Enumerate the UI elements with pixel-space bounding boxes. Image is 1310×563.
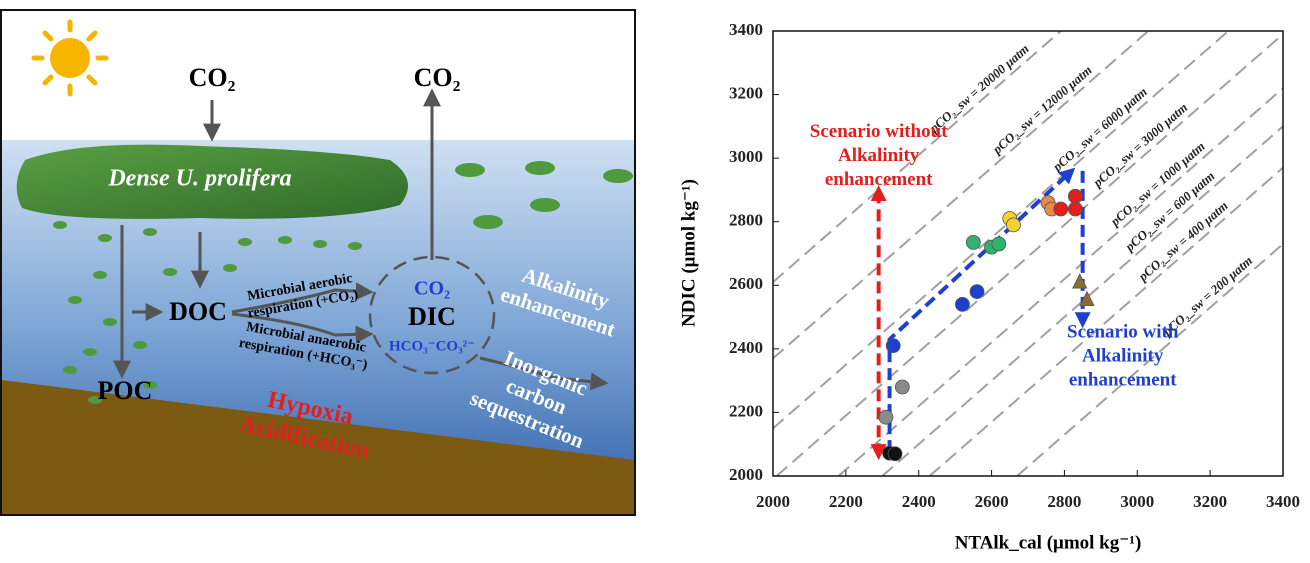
label: CO₂ <box>189 63 236 92</box>
annotation: Alkalinity <box>1082 345 1164 366</box>
label: DIC <box>408 302 456 331</box>
algae-blob <box>348 242 362 250</box>
y-tick-label: 3400 <box>729 20 763 39</box>
y-tick-label: 2600 <box>729 274 763 293</box>
algae-blob <box>238 238 252 246</box>
point <box>1067 188 1083 204</box>
point <box>1067 201 1083 217</box>
anaerobic-arrow <box>231 312 374 344</box>
point <box>887 446 903 462</box>
algae-blob <box>103 318 117 326</box>
algae-blob <box>133 341 147 349</box>
label: DOC <box>169 297 227 326</box>
algae-blob <box>278 236 292 244</box>
x-tick-label: 2200 <box>829 492 863 511</box>
x-tick-label: 2800 <box>1047 492 1081 511</box>
algae-blob <box>88 396 102 404</box>
isoline <box>928 166 1284 477</box>
y-tick-label: 2400 <box>729 338 763 357</box>
annotation: Alkalinity <box>838 145 920 166</box>
sun <box>31 19 109 97</box>
x-tick-label: 3200 <box>1193 492 1227 511</box>
x-tick-label: 3000 <box>1120 492 1154 511</box>
algae-blob <box>83 348 97 356</box>
aerobic-arrow <box>231 282 374 314</box>
algae-blob <box>53 221 67 229</box>
y-axis-label: NDIC (μmol kg⁻¹) <box>678 179 699 327</box>
annotation: Scenario with <box>1067 321 1179 342</box>
point <box>955 296 970 312</box>
x-tick-label: 3400 <box>1266 492 1300 511</box>
algae-mat <box>16 144 409 219</box>
algae-blob <box>143 381 157 389</box>
algae-blob <box>63 366 77 374</box>
x-tick-label: 2400 <box>902 492 936 511</box>
y-tick-label: 2000 <box>729 465 763 484</box>
annotation: enhancement <box>1069 369 1177 390</box>
algae-blob <box>455 163 485 177</box>
x-axis-label: NTAlk_cal (μmol kg⁻¹) <box>955 532 1142 553</box>
point <box>969 284 985 300</box>
algae-blob <box>143 228 157 236</box>
algae-blob <box>163 268 177 276</box>
sequestration-arrow <box>479 356 609 391</box>
point <box>878 409 894 425</box>
point <box>885 338 901 354</box>
y-tick-label: 3000 <box>729 147 763 166</box>
algae-blob <box>313 240 327 248</box>
y-tick-label: 2800 <box>729 211 763 230</box>
dic-pool <box>368 255 496 375</box>
label: CO₂ <box>414 278 450 300</box>
algae-blob <box>223 264 237 272</box>
isoline <box>772 30 1062 283</box>
label: HCO₃⁻CO₃²⁻ <box>389 338 475 354</box>
algae-blob <box>93 271 107 279</box>
diagram: CO₂ CO₂ Dense U. prolifera DOC POC CO₂ D… <box>0 9 636 516</box>
label: Dense U. prolifera <box>107 166 291 192</box>
point <box>894 379 910 395</box>
point <box>1079 290 1095 306</box>
isoline <box>837 87 1284 477</box>
annotation: Scenario without <box>810 121 948 142</box>
algae-blob <box>525 161 555 175</box>
y-tick-label: 2200 <box>729 401 763 420</box>
point <box>965 234 981 250</box>
point <box>1053 201 1069 217</box>
isoline <box>1016 243 1284 477</box>
label: CO₂ <box>414 63 461 92</box>
point <box>1072 273 1088 289</box>
annotation: enhancement <box>825 169 933 190</box>
isoline-label: pCO₂_sw = 400 μatm <box>1135 198 1231 285</box>
y-tick-label: 3200 <box>729 83 763 102</box>
algae-blob <box>98 234 112 242</box>
algae-blob <box>530 198 560 212</box>
scenario-arrow <box>887 167 1076 453</box>
chart: NDIC (μmol kg⁻¹) NTAlk_cal (μmol kg⁻¹) p… <box>678 20 1300 553</box>
x-tick-label: 2000 <box>756 492 790 511</box>
label: POC <box>98 376 153 405</box>
isoline <box>772 30 1230 430</box>
algae-blob <box>68 296 82 304</box>
algae-blob <box>473 215 503 229</box>
point <box>1006 217 1021 233</box>
plot-frame <box>772 30 1284 477</box>
sediment <box>2 380 634 514</box>
point <box>991 236 1007 252</box>
isoline <box>775 33 1284 477</box>
x-tick-label: 2600 <box>975 492 1009 511</box>
algae-blob <box>603 169 633 183</box>
